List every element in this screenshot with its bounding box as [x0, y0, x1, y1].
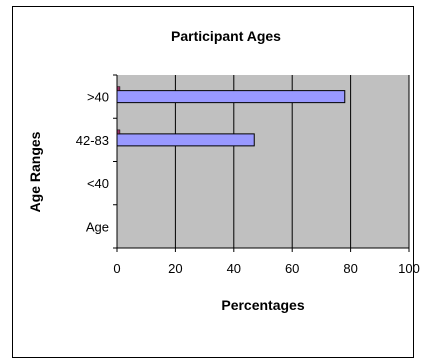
bar-series-1->40: [116, 90, 346, 104]
y-axis-title: Age Ranges: [27, 131, 43, 212]
plot-area: >40 42-83 <40 Age 0 20 40 60 80 100: [76, 74, 420, 276]
x-tick-label: 40: [227, 261, 241, 276]
y-tick-label: <40: [87, 176, 109, 191]
x-tick-label: 80: [343, 261, 357, 276]
x-axis-title: Percentages: [221, 297, 304, 313]
x-tick-label: 20: [168, 261, 182, 276]
y-tick-label: Age: [86, 219, 109, 234]
y-tick-label: 42-83: [76, 133, 109, 148]
chart: Participant Ages Age Ranges Percentages …: [27, 28, 420, 313]
x-tick-label: 60: [285, 261, 299, 276]
chart-title: Participant Ages: [171, 28, 281, 44]
x-tick-label: 0: [113, 261, 120, 276]
plot-background: [117, 75, 409, 248]
bar-series-1-42-83: [116, 133, 255, 147]
y-tick-label: >40: [87, 90, 109, 105]
x-tick-label: 100: [398, 261, 420, 276]
